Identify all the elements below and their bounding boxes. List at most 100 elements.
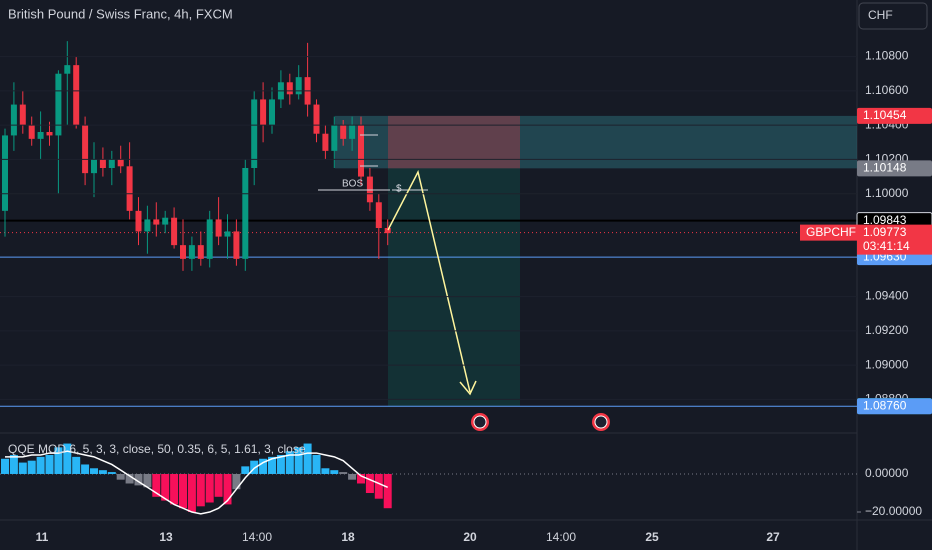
candle-body	[375, 202, 382, 228]
event-icon	[473, 415, 487, 429]
histogram-bar	[294, 447, 303, 474]
candle-body	[322, 133, 329, 151]
candle-body	[46, 132, 53, 136]
candle-body	[366, 176, 373, 203]
candle-body	[358, 125, 364, 177]
candle-body	[28, 125, 35, 139]
candle-body	[82, 125, 89, 174]
histogram-bar	[18, 462, 27, 474]
stop-zone	[388, 115, 520, 169]
histogram-bar	[205, 473, 214, 503]
histogram-bar	[285, 451, 294, 474]
histogram-bar	[348, 473, 357, 480]
candle-body	[206, 219, 213, 259]
y-tick-label: 1.10000	[865, 186, 909, 200]
histogram-bar	[9, 454, 18, 474]
position-tag	[857, 107, 932, 124]
event-icon	[594, 415, 608, 429]
countdown: 03:41:14	[863, 239, 910, 253]
histogram-bar	[330, 470, 339, 474]
candle-body	[251, 99, 258, 168]
candle-body	[171, 217, 178, 246]
histogram-bar	[232, 473, 241, 490]
histogram-bar	[81, 464, 90, 474]
candle-body	[215, 219, 222, 237]
histogram-bar	[250, 460, 259, 474]
candle-body	[144, 219, 151, 232]
x-tick-label: 11	[36, 530, 49, 544]
drawings: BOS $	[318, 134, 610, 431]
candle-body	[180, 245, 186, 259]
x-tick-label: 18	[341, 530, 355, 544]
histogram-bar	[276, 454, 285, 474]
y-tick-label: 1.09000	[865, 357, 909, 371]
candle-body	[91, 159, 97, 174]
x-tick-label: 25	[645, 530, 659, 544]
candle-body	[99, 159, 106, 168]
qqe-line	[5, 450, 388, 515]
symbol-name-tag	[800, 224, 857, 241]
arrow	[387, 169, 471, 393]
candle-body	[108, 159, 115, 168]
arrow-head	[459, 380, 477, 396]
histogram-bar	[72, 456, 81, 474]
histogram-bar	[27, 460, 36, 474]
histogram-bar	[365, 473, 374, 493]
histogram-bar	[90, 468, 98, 474]
candle-body	[162, 217, 169, 225]
histogram-bar	[383, 473, 392, 509]
symbol-title: British Pound / Swiss Franc, 4h, FXCM	[8, 6, 233, 21]
candle-body	[2, 135, 8, 211]
currency-label[interactable]: CHF	[868, 8, 893, 22]
position-tag	[857, 160, 932, 177]
y-tick-label: 1.10600	[865, 83, 909, 97]
x-tick-label: 14:00	[546, 530, 576, 544]
symbol-price: 1.09773	[863, 225, 907, 239]
candle-body	[188, 245, 195, 259]
x-tick-label: 27	[766, 530, 780, 544]
histogram-bar	[196, 473, 205, 507]
candle-body	[37, 132, 44, 139]
candle-body	[340, 125, 347, 139]
position-tag-label: 1.10148	[863, 161, 907, 175]
candle-body	[135, 210, 142, 232]
y-tick-label: 1.10800	[865, 49, 909, 63]
histogram-bar	[161, 473, 170, 501]
y-tick-label: 1.09400	[865, 289, 909, 303]
histogram-bar	[374, 473, 383, 499]
histogram-bar	[321, 468, 330, 474]
candle-body	[73, 65, 80, 126]
histogram-bar	[1, 458, 9, 474]
zones	[0, 115, 857, 407]
histogram-bar	[125, 473, 134, 484]
histogram-bar	[98, 470, 107, 474]
histogram-bar	[268, 456, 276, 474]
axes: 1.108001.106001.104001.102001.100001.094…	[0, 49, 932, 544]
x-tick-label: 20	[463, 530, 477, 544]
x-tick-label: 13	[159, 530, 173, 544]
candle-body	[260, 99, 267, 126]
candle-body	[19, 104, 26, 126]
histogram-bar	[134, 473, 143, 486]
candle-body	[233, 231, 240, 259]
candle-body	[269, 99, 275, 126]
x-tick-label: 14:00	[242, 530, 272, 544]
histogram-bar	[241, 466, 250, 474]
histogram-bar	[143, 473, 152, 488]
histogram-bar	[223, 473, 232, 505]
candle-body	[295, 77, 302, 95]
indicator-tick-label: 0.00000	[865, 466, 909, 480]
candle-body	[197, 245, 204, 259]
candle-body	[313, 104, 320, 134]
candle-body	[117, 159, 124, 167]
currency-button[interactable]	[858, 2, 928, 30]
candle-body	[64, 65, 71, 74]
histogram-bar	[312, 454, 321, 474]
dollar-label: $	[396, 184, 402, 195]
candle-body	[55, 73, 62, 136]
candle-body	[242, 168, 249, 259]
y-tick-label: 1.09200	[865, 323, 909, 337]
candle-body	[153, 219, 160, 225]
